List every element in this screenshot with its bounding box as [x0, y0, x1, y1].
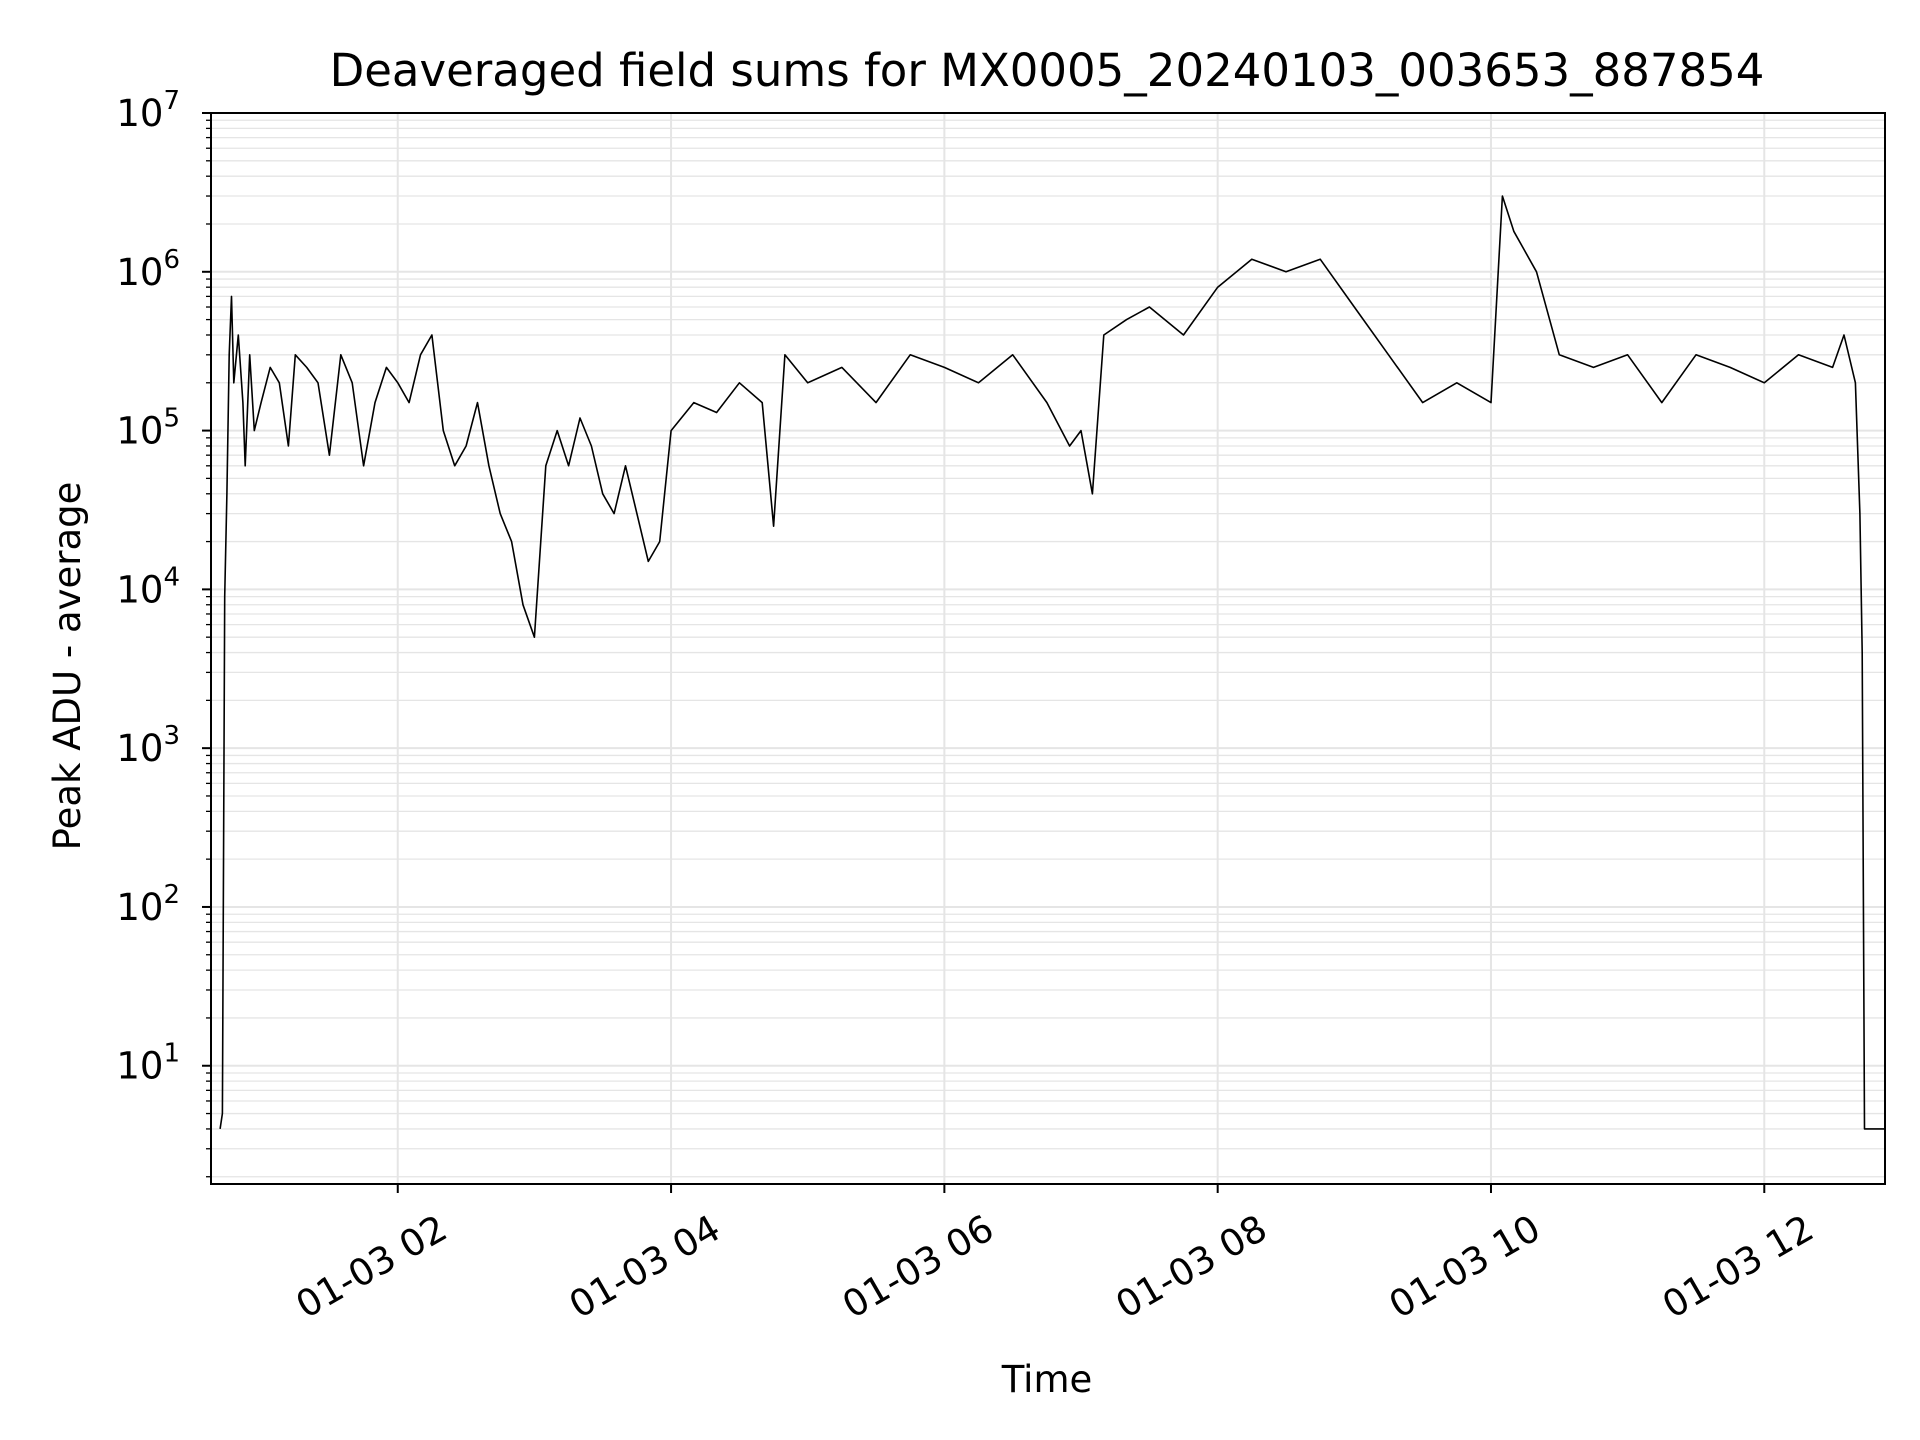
y-tick-exponent: 2 — [163, 880, 180, 910]
y-tick-base: 10 — [116, 727, 163, 770]
y-tick-label: 104 — [116, 562, 180, 611]
y-tick-label: 106 — [116, 245, 180, 294]
y-tick-base: 10 — [116, 886, 163, 929]
x-axis-label: Time — [1001, 1358, 1093, 1401]
plot-frame — [210, 112, 1886, 1185]
grid-lines — [211, 112, 1885, 1184]
chart-title: Deaveraged field sums for MX0005_2024010… — [330, 44, 1765, 97]
plot-series — [219, 195, 1885, 1130]
y-tick-base: 10 — [116, 1045, 163, 1088]
y-tick-exponent: 6 — [163, 245, 180, 275]
y-tick-label: 105 — [116, 404, 180, 453]
y-tick-base: 10 — [116, 568, 163, 611]
series-line — [219, 195, 1885, 1130]
y-tick-label: 103 — [116, 721, 180, 770]
y-tick-label: 107 — [116, 86, 180, 135]
y-tick-exponent: 1 — [163, 1039, 180, 1069]
y-tick-label: 102 — [116, 880, 180, 929]
y-tick-exponent: 5 — [163, 404, 180, 434]
y-tick-exponent: 7 — [163, 86, 180, 116]
y-tick-base: 10 — [116, 251, 163, 294]
y-tick-base: 10 — [116, 92, 163, 135]
y-tick-base: 10 — [116, 410, 163, 453]
y-tick-exponent: 3 — [163, 721, 180, 751]
y-tick-label: 101 — [116, 1039, 180, 1088]
y-tick-exponent: 4 — [163, 562, 180, 592]
y-axis-label: Peak ADU - average — [46, 482, 89, 851]
